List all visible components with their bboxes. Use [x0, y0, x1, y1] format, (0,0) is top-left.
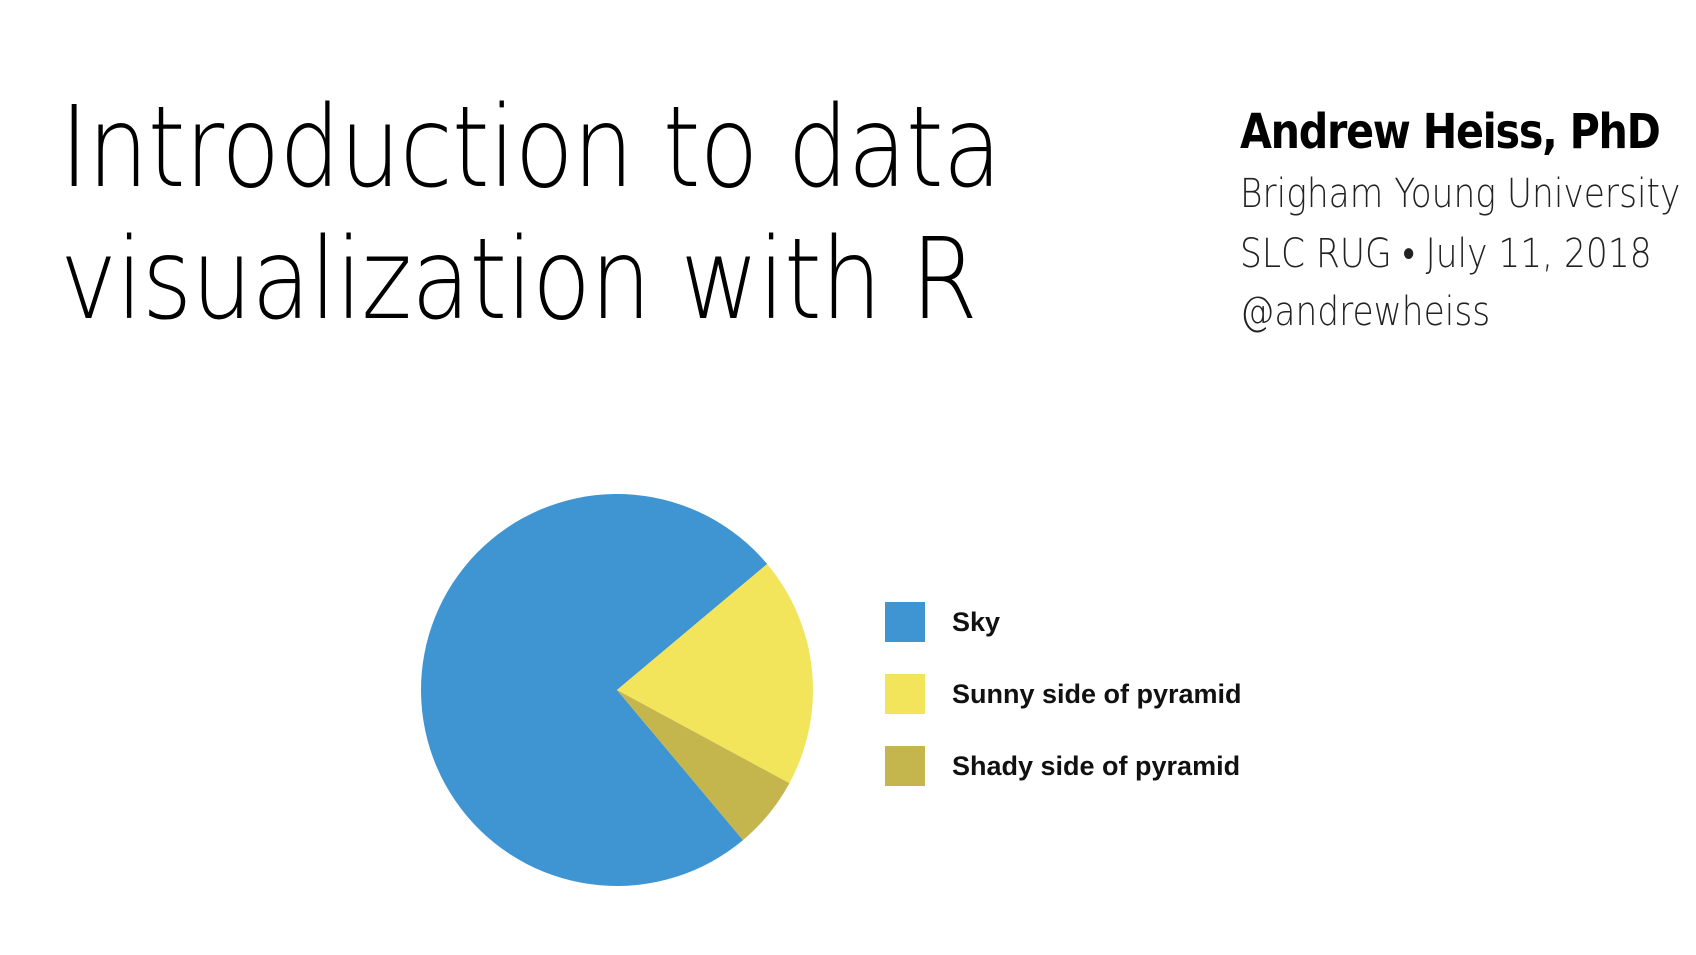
legend-swatch: [885, 602, 925, 642]
pie-slice-shady-side: [617, 690, 790, 841]
pie-slice-sky: [421, 493, 768, 886]
legend-item-sky: Sky: [885, 600, 1000, 644]
affiliation: Brigham Young University: [1240, 171, 1681, 217]
pie-slice-sunny-side: [617, 564, 813, 784]
author-name: Andrew Heiss, PhD: [1240, 104, 1661, 160]
slide-title: Introduction to data visualization with …: [60, 82, 1002, 346]
legend-label: Shady side of pyramid: [952, 750, 1241, 781]
event-date: SLC RUG • July 11, 2018: [1240, 231, 1652, 277]
slide-title-line-1: Introduction to data: [60, 83, 1002, 213]
legend-swatch: [885, 746, 925, 786]
legend-label: Sky: [952, 606, 1001, 637]
legend-item-sunny-side: Sunny side of pyramid: [885, 672, 1242, 716]
byline: Andrew Heiss, PhD Brigham Young Universi…: [1240, 100, 1681, 342]
twitter-handle: @andrewheiss: [1240, 289, 1491, 335]
legend-label: Sunny side of pyramid: [952, 678, 1242, 709]
slide-title-line-2: visualization with R: [60, 215, 978, 345]
legend-item-shady-side: Shady side of pyramid: [885, 744, 1240, 788]
legend-swatch: [885, 674, 925, 714]
